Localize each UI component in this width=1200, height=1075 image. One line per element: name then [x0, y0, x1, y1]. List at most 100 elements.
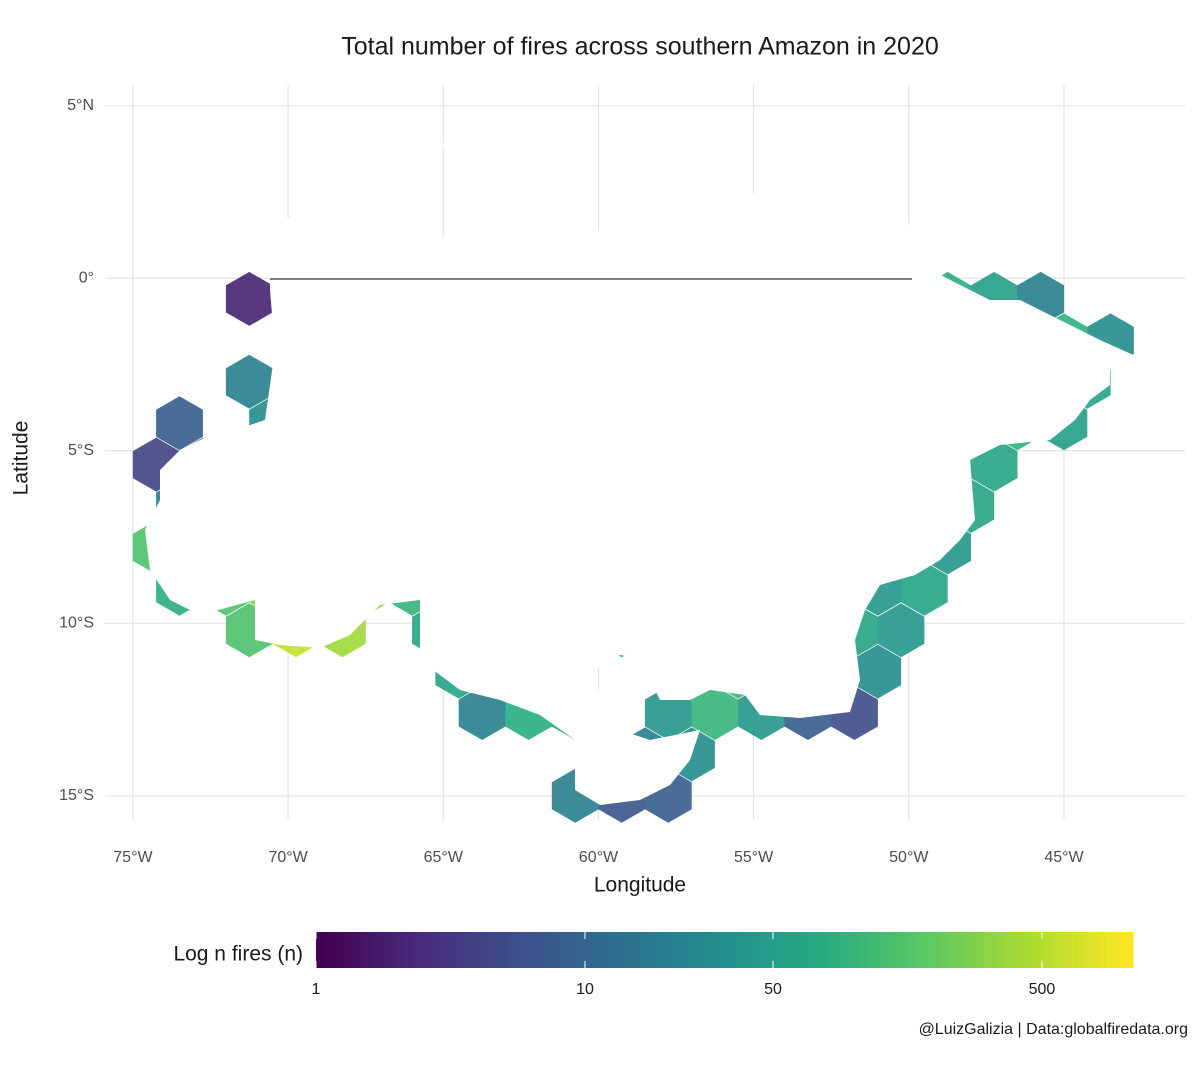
colorbar-segment [962, 932, 971, 968]
colorbar-segment [1037, 932, 1046, 968]
colorbar-segment [527, 932, 535, 968]
colorbar-segment [1112, 932, 1120, 968]
colorbar-segment [690, 932, 698, 968]
colorbar-segment [663, 932, 671, 968]
colorbar-segment [1105, 932, 1114, 968]
colorbar-segment [343, 932, 351, 968]
colorbar-segment [520, 932, 528, 968]
colorbar-segment [1119, 932, 1127, 968]
colorbar-segment [533, 932, 542, 968]
colorbar-segment [384, 932, 392, 968]
colorbar-segment [976, 932, 984, 968]
colorbar-segment [867, 932, 875, 968]
colorbar-segment [499, 932, 508, 968]
colorbar-segment [390, 932, 399, 968]
colorbar-segment [1044, 932, 1052, 968]
y-axis-label: Latitude [10, 421, 33, 496]
colorbar-segment [493, 932, 501, 968]
colorbar-segment [887, 932, 896, 968]
colorbar-segment [1003, 932, 1012, 968]
colorbar-segment [595, 932, 603, 968]
y-tick-label: 5°S [68, 442, 94, 459]
colorbar-segment [813, 932, 821, 968]
colorbar-segment [445, 932, 453, 968]
colorbar-segment [704, 932, 712, 968]
colorbar-segment [472, 932, 480, 968]
colorbar-segment [710, 932, 719, 968]
colorbar-segment [847, 932, 855, 968]
colorbar-segment [683, 932, 692, 968]
colorbar-segment [370, 932, 378, 968]
y-tick-label: 10°S [59, 615, 94, 632]
colorbar-segment [363, 932, 372, 968]
colorbar-segment [676, 932, 685, 968]
y-tick-label: 5°N [67, 97, 94, 114]
colorbar-segment [649, 932, 658, 968]
colorbar-segment [785, 932, 794, 968]
colorbar-tick-label: 1 [312, 981, 321, 998]
colorbar-segment [744, 932, 753, 968]
chart-title: Total number of fires across southern Am… [341, 33, 939, 61]
colorbar-segment [1085, 932, 1093, 968]
colorbar-segment [554, 932, 562, 968]
colorbar-segment [465, 932, 474, 968]
colorbar-segment [329, 932, 338, 968]
colorbar-segment [574, 932, 583, 968]
colorbar-segment [765, 932, 773, 968]
colorbar-segment [928, 932, 937, 968]
colorbar-segment [717, 932, 726, 968]
caption: @LuizGalizia | Data:globalfiredata.org [919, 1021, 1188, 1038]
colorbar-segment [452, 932, 460, 968]
hexbin [691, 686, 739, 740]
colorbar-segment [894, 932, 903, 968]
colorbar-segment [1071, 932, 1080, 968]
colorbar-segment [853, 932, 862, 968]
colorbar-segment [758, 932, 766, 968]
colorbar-segment [567, 932, 576, 968]
hexbin [854, 644, 902, 699]
colorbar-segment [629, 932, 637, 968]
colorbar-segment [316, 932, 324, 968]
colorbar-segment [819, 932, 828, 968]
hexbin [458, 686, 506, 740]
colorbar-segment [561, 932, 569, 968]
colorbar-segment [1030, 932, 1039, 968]
colorbar-segment [404, 932, 412, 968]
colorbar-segment [697, 932, 705, 968]
colorbar-segment [336, 932, 344, 968]
colorbar-segment [738, 932, 746, 968]
colorbar-segment [1098, 932, 1107, 968]
colorbar-segment [588, 932, 596, 968]
x-tick-label: 75°W [113, 849, 153, 866]
colorbar-segment [615, 932, 623, 968]
colorbar-segment [350, 932, 358, 968]
colorbar-segment [806, 932, 814, 968]
colorbar-tick-label: 10 [576, 981, 594, 998]
colorbar-segment [1024, 932, 1032, 968]
colorbar-segment [547, 932, 555, 968]
colorbar-segment [792, 932, 800, 968]
colorbar-segment [840, 932, 848, 968]
colorbar-segment [724, 932, 732, 968]
colorbar-segment [438, 932, 446, 968]
colorbar-tick-label: 50 [764, 981, 782, 998]
colorbar-segment [833, 932, 841, 968]
colorbar-segment [642, 932, 651, 968]
colorbar-segment [915, 932, 923, 968]
colorbar-segment [935, 932, 943, 968]
colorbar-segment [874, 932, 882, 968]
colorbar-segment [1064, 932, 1073, 968]
x-axis-label: Longitude [594, 874, 686, 897]
colorbar-segment [881, 932, 889, 968]
colorbar-segment [418, 932, 426, 968]
colorbar-segment [431, 932, 440, 968]
colorbar-segment [799, 932, 807, 968]
colorbar-segment [356, 932, 365, 968]
y-tick-label: 15°S [59, 787, 94, 804]
colorbar-segment [983, 932, 991, 968]
colorbar-segment [1126, 932, 1134, 968]
hexbin [225, 271, 273, 326]
colorbar-segment [506, 932, 515, 968]
colorbar-segment [377, 932, 385, 968]
